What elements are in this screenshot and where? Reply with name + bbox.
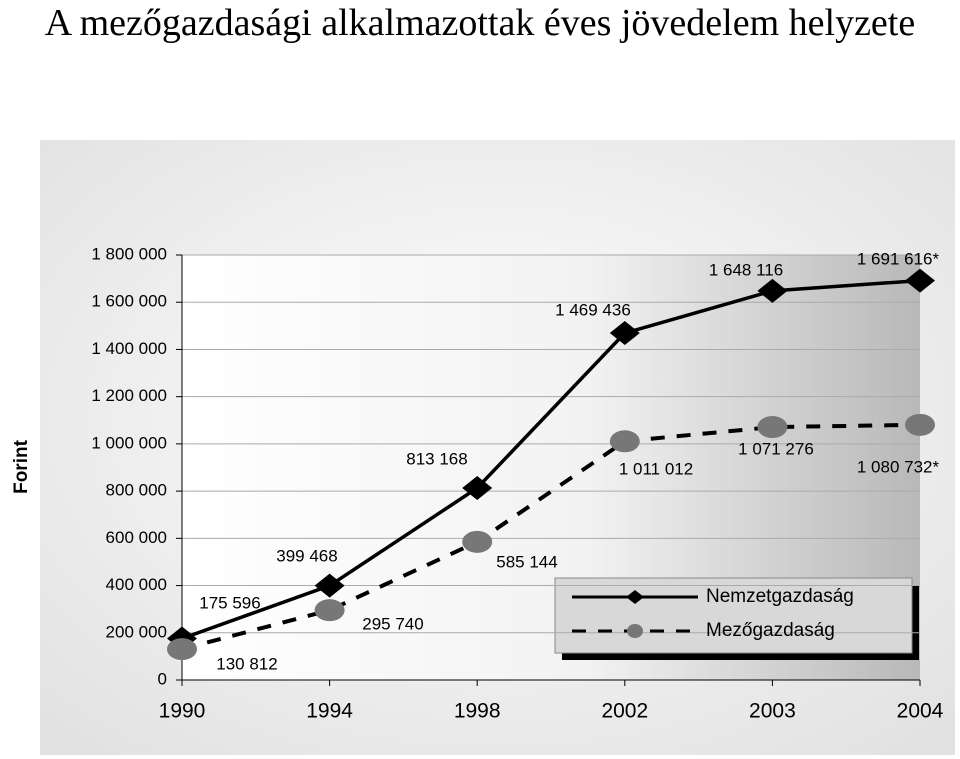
data-point <box>609 321 640 346</box>
y-tick-label: 600 000 <box>106 528 167 547</box>
data-label: 130 812 <box>216 654 277 673</box>
data-label: 813 168 <box>406 449 467 468</box>
data-label: 295 740 <box>362 614 423 633</box>
data-label: 1 080 732* <box>857 457 940 476</box>
legend-marker <box>627 624 643 638</box>
chart-title: A mezőgazdasági alkalmazottak éves jöved… <box>44 2 916 44</box>
data-point <box>167 638 197 661</box>
data-point <box>757 278 788 303</box>
legend-marker <box>626 590 644 604</box>
data-label: 1 011 012 <box>619 459 693 478</box>
y-tick-label: 1 200 000 <box>91 386 167 405</box>
data-point <box>462 530 493 553</box>
y-tick-label: 800 000 <box>106 481 167 500</box>
data-label: 399 468 <box>276 546 337 565</box>
data-point <box>314 573 345 598</box>
data-label: 1 071 276 <box>738 439 814 458</box>
x-tick-label: 2004 <box>897 700 944 723</box>
y-tick-label: 400 000 <box>106 575 167 594</box>
data-label: 1 691 616* <box>857 249 940 268</box>
legend-label: Mezőgazdaság <box>706 620 835 641</box>
data-point <box>905 413 935 436</box>
data-point <box>314 599 345 622</box>
y-tick-label: 0 <box>158 669 167 688</box>
y-axis-label: Forint <box>11 439 32 493</box>
x-tick-label: 1990 <box>159 700 206 723</box>
y-tick-label: 200 000 <box>106 622 167 641</box>
x-tick-label: 2002 <box>601 700 648 723</box>
x-tick-label: 2003 <box>749 700 796 723</box>
data-label: 1 469 436 <box>555 300 631 319</box>
legend-label: Nemzetgazdaság <box>706 586 854 607</box>
y-tick-label: 1 400 000 <box>91 339 167 358</box>
data-point <box>757 416 788 439</box>
y-tick-label: 1 800 000 <box>91 244 167 263</box>
y-tick-label: 1 000 000 <box>91 433 167 452</box>
data-point <box>905 268 935 293</box>
legend-box <box>554 577 913 654</box>
data-point <box>609 430 640 453</box>
y-tick-label: 1 600 000 <box>91 292 167 311</box>
x-tick-label: 1994 <box>306 700 353 723</box>
data-label: 1 648 116 <box>709 260 783 279</box>
data-label: 175 596 <box>199 593 260 612</box>
data-point <box>462 476 493 501</box>
data-label: 585 144 <box>496 552 557 571</box>
series-line <box>181 278 921 641</box>
x-tick-label: 1998 <box>454 700 501 723</box>
